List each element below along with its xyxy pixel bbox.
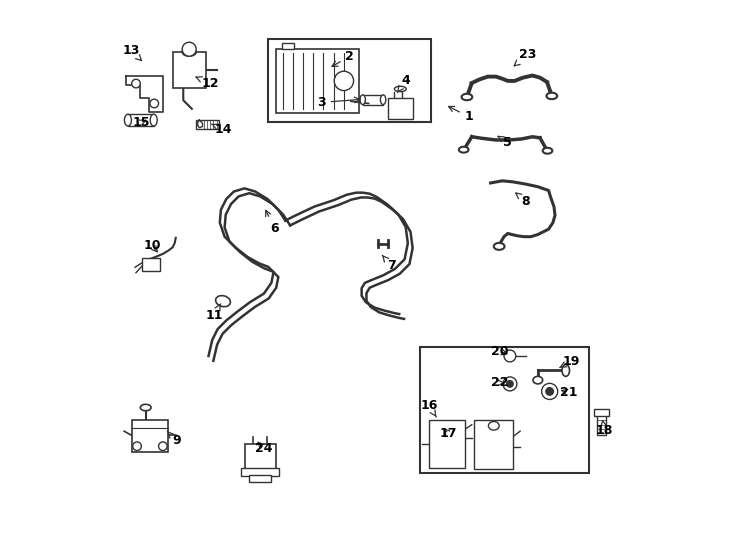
Text: 13: 13 bbox=[123, 44, 142, 60]
Ellipse shape bbox=[459, 147, 468, 153]
Bar bbox=[196, 120, 219, 129]
Ellipse shape bbox=[150, 99, 159, 108]
Bar bbox=[282, 43, 294, 49]
Text: 7: 7 bbox=[382, 255, 396, 272]
Text: 21: 21 bbox=[560, 386, 577, 399]
Text: 24: 24 bbox=[255, 442, 272, 455]
Ellipse shape bbox=[562, 364, 570, 376]
Text: 23: 23 bbox=[514, 48, 537, 66]
Ellipse shape bbox=[182, 48, 196, 56]
Text: 19: 19 bbox=[559, 355, 580, 368]
Ellipse shape bbox=[360, 95, 366, 105]
Text: 11: 11 bbox=[205, 304, 222, 322]
Text: 15: 15 bbox=[133, 116, 150, 129]
Text: 1: 1 bbox=[448, 106, 473, 124]
Circle shape bbox=[506, 381, 513, 387]
Bar bbox=[142, 258, 159, 271]
Circle shape bbox=[334, 71, 354, 91]
Ellipse shape bbox=[542, 148, 553, 154]
Circle shape bbox=[133, 442, 142, 450]
Ellipse shape bbox=[533, 376, 542, 384]
Ellipse shape bbox=[494, 243, 504, 250]
Text: 4: 4 bbox=[397, 75, 410, 92]
Text: 3: 3 bbox=[317, 96, 360, 109]
Bar bbox=[268, 39, 432, 122]
Text: 18: 18 bbox=[596, 421, 613, 437]
Circle shape bbox=[182, 42, 196, 56]
Ellipse shape bbox=[216, 295, 230, 307]
Bar bbox=[363, 95, 383, 105]
Text: 12: 12 bbox=[196, 77, 219, 90]
Bar bbox=[276, 49, 359, 113]
Bar bbox=[249, 475, 272, 482]
Circle shape bbox=[504, 350, 516, 362]
Bar bbox=[597, 410, 606, 435]
Text: 10: 10 bbox=[143, 239, 161, 252]
Text: 8: 8 bbox=[516, 193, 531, 208]
Ellipse shape bbox=[394, 86, 406, 92]
Ellipse shape bbox=[150, 114, 157, 126]
Ellipse shape bbox=[125, 114, 131, 126]
Ellipse shape bbox=[140, 404, 151, 411]
Bar bbox=[131, 421, 168, 451]
Bar bbox=[128, 114, 153, 126]
Text: 20: 20 bbox=[492, 345, 509, 358]
Ellipse shape bbox=[546, 93, 557, 99]
Bar bbox=[429, 421, 465, 468]
Text: 17: 17 bbox=[440, 427, 457, 440]
Bar bbox=[241, 468, 279, 476]
Bar bbox=[244, 444, 276, 470]
Ellipse shape bbox=[462, 94, 472, 100]
Bar bbox=[474, 421, 513, 469]
Ellipse shape bbox=[380, 95, 386, 105]
Text: 6: 6 bbox=[266, 211, 279, 234]
Ellipse shape bbox=[488, 422, 499, 430]
Circle shape bbox=[503, 377, 517, 391]
Ellipse shape bbox=[131, 79, 140, 88]
Circle shape bbox=[546, 388, 553, 395]
Bar bbox=[388, 98, 413, 118]
Text: 16: 16 bbox=[420, 399, 437, 417]
Text: 9: 9 bbox=[167, 431, 181, 447]
Text: 2: 2 bbox=[332, 50, 355, 66]
Text: 22: 22 bbox=[492, 376, 509, 389]
Text: 14: 14 bbox=[211, 123, 232, 136]
Bar bbox=[420, 347, 589, 473]
Bar bbox=[594, 409, 608, 416]
Text: 5: 5 bbox=[498, 136, 512, 148]
Circle shape bbox=[542, 383, 558, 400]
Bar bbox=[172, 52, 206, 89]
Circle shape bbox=[159, 442, 167, 450]
